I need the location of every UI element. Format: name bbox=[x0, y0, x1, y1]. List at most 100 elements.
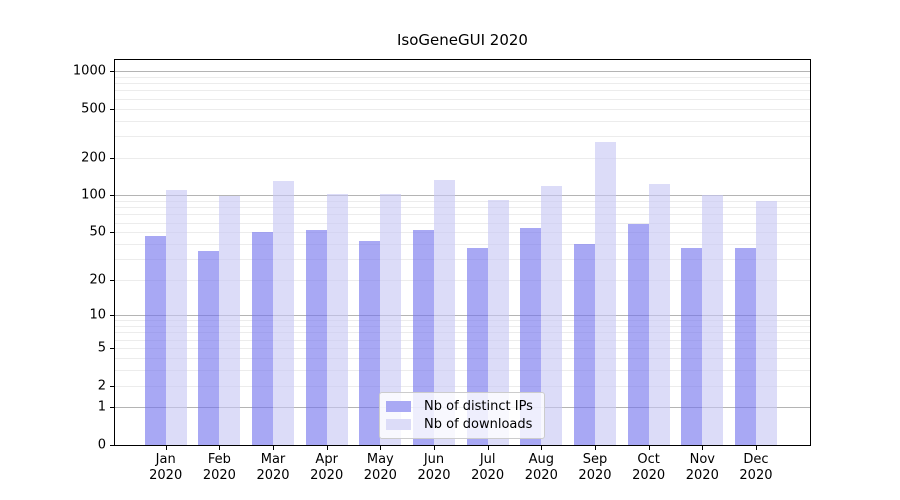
x-tick-label: Apr 2020 bbox=[310, 452, 343, 483]
gridline-minor bbox=[115, 108, 810, 110]
legend-label-distinct-ips: Nb of distinct IPs bbox=[424, 399, 533, 414]
y-tick-label: 10 bbox=[89, 307, 106, 323]
gridline-minor bbox=[115, 332, 810, 334]
x-year-label: 2020 bbox=[524, 467, 558, 483]
y-tick-mark bbox=[110, 158, 115, 160]
x-year-label: 2020 bbox=[256, 467, 290, 483]
x-year-label: 2020 bbox=[202, 467, 236, 483]
x-tick-mark bbox=[702, 445, 704, 450]
x-tick-mark bbox=[434, 445, 435, 450]
gridline-minor bbox=[115, 98, 810, 100]
y-tick-mark bbox=[110, 280, 115, 282]
bar-distinct-ips bbox=[573, 244, 595, 445]
x-tick-mark bbox=[594, 445, 596, 450]
y-tick-mark bbox=[110, 232, 115, 234]
bar-downloads bbox=[487, 199, 509, 445]
y-tick-label: 1000 bbox=[72, 63, 106, 79]
y-tick-label: 20 bbox=[89, 272, 106, 288]
bar-downloads bbox=[755, 200, 777, 445]
bar-downloads bbox=[273, 180, 295, 445]
x-tick-label: Jul 2020 bbox=[471, 452, 504, 483]
x-month-label: Nov bbox=[689, 452, 715, 467]
plot-area: Jan 2020 Feb 2020 Mar 2020 Apr 2020 May 2020 Jun 20… bbox=[73, 59, 811, 483]
gridline-minor bbox=[115, 348, 810, 350]
y-tick-label: 500 bbox=[81, 101, 106, 117]
x-tick-label: Jun 2020 bbox=[417, 452, 450, 483]
x-year-label: 2020 bbox=[363, 467, 397, 483]
bar-downloads bbox=[219, 195, 241, 445]
gridline-major bbox=[115, 71, 810, 73]
y-tick-mark bbox=[110, 385, 115, 387]
x-tick-label: Nov 2020 bbox=[686, 452, 719, 483]
gridline-minor bbox=[115, 259, 810, 261]
bar-distinct-ips bbox=[681, 248, 703, 445]
bar-distinct-ips bbox=[144, 235, 166, 445]
y-tick-mark bbox=[110, 315, 115, 317]
x-year-label: 2020 bbox=[739, 467, 773, 483]
x-tick-mark bbox=[541, 445, 543, 450]
gridline-minor bbox=[115, 90, 810, 92]
x-tick-mark bbox=[755, 445, 757, 450]
x-tick-label: Dec 2020 bbox=[739, 452, 772, 483]
x-month-label: May bbox=[366, 452, 394, 467]
x-tick-mark bbox=[165, 445, 167, 450]
x-tick-label: Mar 2020 bbox=[256, 452, 289, 483]
y-tick-label: 1 bbox=[97, 399, 106, 415]
x-tick-label: Feb 2020 bbox=[203, 452, 236, 483]
gridline-minor bbox=[115, 320, 810, 322]
gridline-minor bbox=[115, 385, 810, 387]
gridline-minor bbox=[115, 339, 810, 341]
x-year-label: 2020 bbox=[417, 467, 451, 483]
chart-title: IsoGeneGUI 2020 bbox=[397, 31, 528, 49]
x-month-label: Apr bbox=[315, 452, 338, 467]
gridline-minor bbox=[115, 357, 810, 359]
legend-item-downloads: Nb of downloads bbox=[386, 417, 536, 432]
bar-distinct-ips bbox=[520, 228, 542, 445]
bar-downloads bbox=[702, 195, 724, 445]
gridline-minor bbox=[115, 369, 810, 371]
x-tick-label: Jan 2020 bbox=[149, 452, 182, 483]
y-tick-label: 50 bbox=[89, 224, 106, 240]
x-month-label: Oct bbox=[637, 452, 660, 467]
y-tick-mark bbox=[110, 445, 115, 446]
x-year-label: 2020 bbox=[310, 467, 344, 483]
x-tick-mark bbox=[380, 445, 382, 450]
x-year-label: 2020 bbox=[471, 467, 505, 483]
bar-distinct-ips bbox=[359, 241, 381, 445]
x-year-label: 2020 bbox=[149, 467, 183, 483]
x-tick-mark bbox=[219, 445, 221, 450]
gridline-minor bbox=[115, 76, 810, 78]
gridline-minor bbox=[115, 136, 810, 138]
bar-distinct-ips bbox=[627, 224, 649, 445]
gridline-major bbox=[115, 315, 810, 317]
legend-label-downloads: Nb of downloads bbox=[424, 417, 533, 432]
x-tick-mark bbox=[326, 445, 328, 450]
gridline-minor bbox=[115, 214, 810, 216]
gridline-minor bbox=[115, 200, 810, 202]
y-tick-mark bbox=[110, 407, 115, 409]
x-tick-mark bbox=[648, 445, 650, 450]
x-month-label: Aug bbox=[528, 452, 554, 467]
gridline-minor bbox=[115, 222, 810, 224]
distinct-ips-swatch-icon bbox=[386, 401, 411, 412]
x-tick-label: Oct 2020 bbox=[632, 452, 665, 483]
bar-downloads bbox=[165, 190, 187, 445]
bar-downloads bbox=[380, 194, 402, 445]
x-month-label: Jan bbox=[155, 452, 176, 467]
bar-downloads bbox=[326, 193, 348, 445]
x-month-label: Sep bbox=[582, 452, 608, 467]
gridline-minor bbox=[115, 326, 810, 328]
bar-downloads bbox=[541, 186, 563, 445]
bar-downloads bbox=[648, 184, 670, 445]
bar-distinct-ips bbox=[198, 251, 220, 445]
gridline-minor bbox=[115, 207, 810, 209]
x-month-label: Mar bbox=[260, 452, 286, 467]
y-tick-label: 0 bbox=[97, 437, 106, 453]
bar-distinct-ips bbox=[734, 248, 756, 445]
gridline-major bbox=[115, 195, 810, 197]
y-tick-mark bbox=[110, 195, 115, 197]
y-tick-label: 100 bbox=[81, 187, 106, 203]
x-year-label: 2020 bbox=[632, 467, 666, 483]
gridline-minor bbox=[115, 83, 810, 85]
